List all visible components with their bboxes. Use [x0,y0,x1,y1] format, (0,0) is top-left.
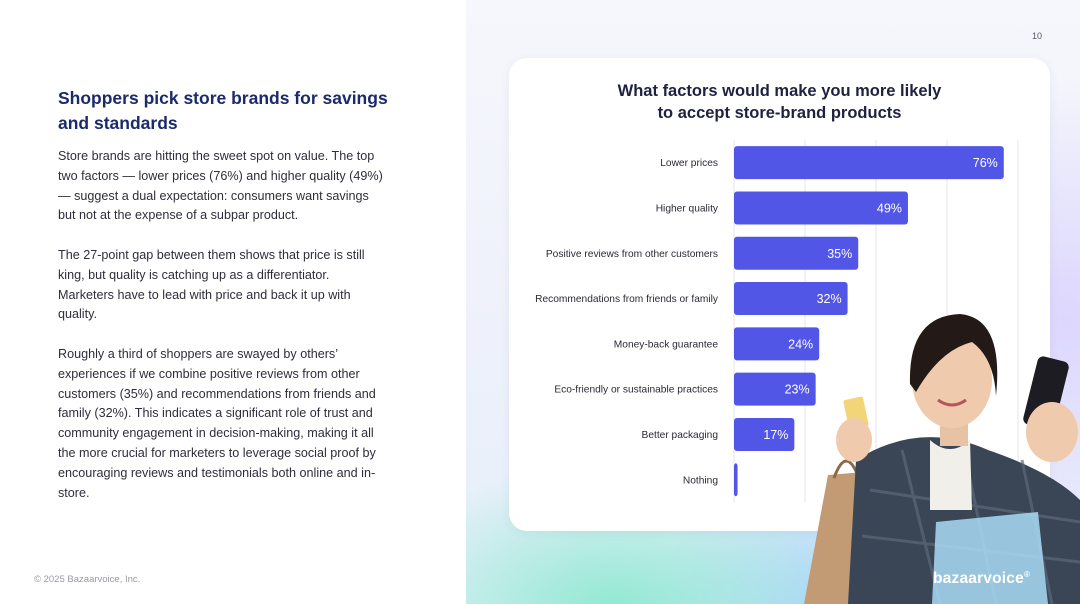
category-label-7: Nothing [683,475,718,486]
data-label-6: 17% [763,428,788,442]
category-label-1: Higher quality [656,203,719,214]
bazaarvoice-logo: bazaarvoice® [933,570,1031,588]
bar-1 [734,191,908,225]
data-label-0: 76% [973,156,998,170]
copyright-text: © 2025 Bazaarvoice, Inc. [34,574,141,585]
category-label-6: Better packaging [642,430,719,441]
page-headline: Shoppers pick store brands for savings a… [58,88,388,133]
body-paragraph-1: Store brands are hitting the sweet spot … [58,149,383,223]
bar-6 [734,417,795,451]
category-label-3: Recommendations from friends or family [535,294,719,305]
data-label-2: 35% [827,247,852,261]
hand-right [1026,402,1078,462]
bar-7 [734,463,738,497]
tshirt [930,440,972,510]
category-label-4: Money-back guarantee [614,339,719,350]
category-label-2: Positive reviews from other customers [546,249,718,260]
data-label-5: 23% [785,383,810,397]
hand-left [836,418,872,462]
body-paragraph-3: Roughly a third of shoppers are swayed b… [58,347,376,500]
shopper-photo [804,314,1080,604]
data-label-4: 24% [788,337,813,351]
chart-title-line-2: to accept store-brand products [657,104,902,122]
chart-title-line-1: What factors would make you more likely [617,82,942,100]
bar-5 [734,372,816,406]
bar-0 [734,146,1004,180]
bar-3 [734,282,848,316]
bar-4 [734,327,820,361]
page-number: 10 [1032,31,1043,41]
data-label-1: 49% [877,201,902,215]
bar-chart: Lower prices 76% Higher quality 49% Positive… [535,140,1019,503]
left-panel: Shoppers pick store brands for savings a… [0,0,466,604]
bar-2 [734,236,859,270]
category-label-0: Lower prices [660,158,718,169]
chart-title: What factors would make you more likely … [509,80,1050,124]
body-paragraph-2: The 27-point gap between them shows that… [58,248,365,322]
hair [909,314,998,396]
data-label-3: 32% [817,292,842,306]
category-label-5: Eco-friendly or sustainable practices [554,385,718,396]
shopping-bag-right [932,512,1048,604]
